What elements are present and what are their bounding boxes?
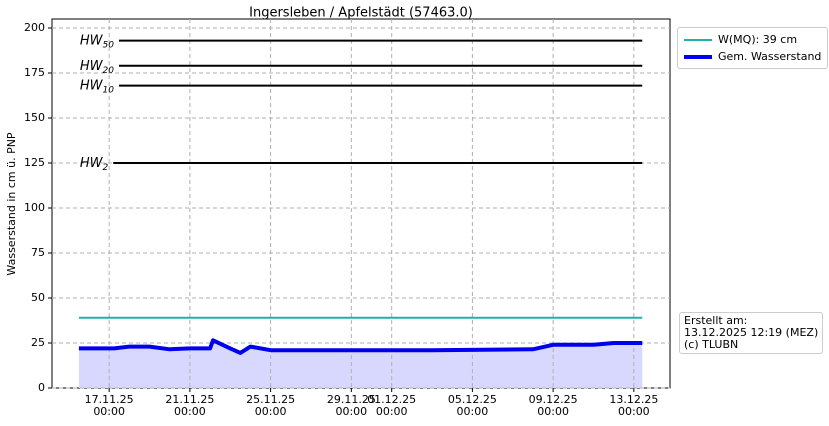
y-tick-label: 200 [24,21,45,34]
x-tick-label: 21.11.25 00:00 [165,393,215,418]
threshold-name: HW [80,58,104,73]
x-tick-label: 09.12.25 00:00 [528,393,578,418]
y-tick-label: 100 [24,201,45,214]
series-line [78,338,643,355]
y-tick-label: 125 [24,156,45,169]
note-box: Erstellt am: 13.12.2025 12:19 (MEZ) (c) TL… [679,312,824,354]
x-tick-label: 25.11.25 00:00 [246,393,296,418]
legend-swatch [684,38,712,41]
y-tick-label: 25 [31,336,45,349]
x-tick-label: 13.12.25 00:00 [609,393,659,418]
area [78,340,643,388]
chart-title: Ingersleben / Apfelstädt (57463.0) [249,6,473,21]
x-tick-label: 01.12.25 00:00 [367,393,417,418]
y-tick-label: 0 [38,381,45,394]
threshold-name: HW [80,33,104,48]
note-line: Erstellt am: [684,314,748,327]
y-axis-label: Wasserstand in cm ü. PNP [5,132,18,276]
threshold-label: HW50 [80,33,114,50]
threshold-label: HW2 [80,156,109,173]
legend-item: W(MQ): 39 cm [684,31,821,48]
threshold-label: HW10 [80,78,114,95]
x-tick-label: 17.11.25 00:00 [84,393,134,418]
threshold-name: HW [80,156,104,171]
legend-label: W(MQ): 39 cm [718,33,798,46]
legend-label: Gem. Wasserstand [718,50,822,63]
threshold-subscript: 20 [103,65,115,75]
y-tick-label: 75 [31,246,45,259]
legend-swatch [684,54,712,59]
threshold-label: HW20 [80,58,114,75]
threshold-subscript: 2 [103,163,109,173]
x-tick-label: 29.11.25 00:00 [326,393,376,418]
threshold-subscript: 50 [103,40,115,50]
note-line: 13.12.2025 12:19 (MEZ) [684,326,819,339]
y-tick-label: 50 [31,291,45,304]
threshold-subscript: 10 [103,85,115,95]
y-tick-label: 175 [24,66,45,79]
y-tick-label: 150 [24,111,45,124]
legend-item: Gem. Wasserstand [684,48,821,65]
note-line: (c) TLUBN [684,338,739,351]
threshold-name: HW [80,78,104,93]
x-tick-label: 05.12.25 00:00 [447,393,497,418]
plot-area [51,18,671,389]
legend: W(MQ): 39 cm Gem. Wasserstand [677,27,829,69]
